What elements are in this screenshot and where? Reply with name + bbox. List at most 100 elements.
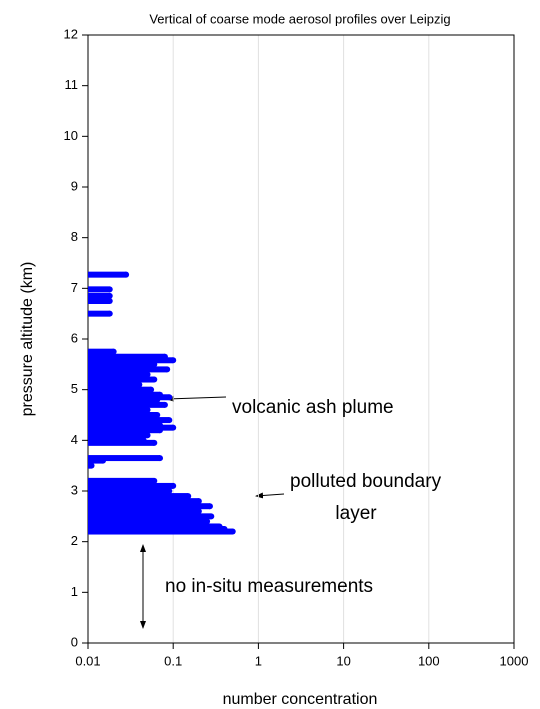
x-tick-label: 1 bbox=[255, 653, 262, 668]
bar-end bbox=[195, 498, 202, 505]
x-tick-label: 10 bbox=[336, 653, 350, 668]
bar-end bbox=[164, 366, 171, 373]
bar bbox=[88, 518, 208, 525]
bar-end bbox=[206, 503, 213, 510]
bar-end bbox=[154, 412, 161, 418]
y-tick-label: 10 bbox=[64, 128, 78, 143]
x-axis-label: number concentration bbox=[223, 691, 378, 708]
bar-end bbox=[151, 477, 158, 484]
bar bbox=[88, 271, 127, 278]
bar-end bbox=[170, 357, 177, 364]
bar bbox=[88, 412, 158, 418]
x-tick-label: 0.1 bbox=[164, 653, 182, 668]
bar-end bbox=[151, 376, 158, 383]
bar-end bbox=[100, 457, 107, 464]
bar-end bbox=[170, 424, 177, 431]
bar bbox=[88, 348, 114, 355]
y-tick-label: 6 bbox=[71, 330, 78, 345]
y-axis-label: pressure altitude (km) bbox=[19, 262, 36, 417]
bar bbox=[88, 457, 104, 464]
bar bbox=[88, 417, 170, 424]
bar bbox=[88, 427, 161, 434]
bar bbox=[88, 477, 155, 484]
arrow bbox=[166, 395, 227, 402]
bar-end bbox=[151, 439, 158, 446]
bar bbox=[88, 488, 170, 494]
chart-title: Vertical of coarse mode aerosol profiles… bbox=[149, 11, 450, 26]
bar-end bbox=[161, 401, 168, 408]
bar bbox=[88, 357, 174, 364]
bar-end bbox=[123, 271, 130, 278]
arrow bbox=[255, 492, 285, 499]
bar bbox=[88, 455, 161, 462]
bar-end bbox=[208, 513, 215, 520]
bar bbox=[88, 432, 148, 439]
y-tick-label: 7 bbox=[71, 280, 78, 295]
bar bbox=[88, 310, 110, 317]
annotation: polluted boundary bbox=[290, 471, 442, 492]
annotation: no in-situ measurements bbox=[165, 576, 373, 597]
bar-end bbox=[88, 462, 95, 469]
y-tick-label: 12 bbox=[64, 26, 78, 41]
bar bbox=[88, 508, 199, 515]
bar-end bbox=[154, 396, 161, 403]
bar bbox=[88, 298, 110, 304]
bar-end bbox=[204, 518, 211, 525]
bar-end bbox=[166, 394, 173, 401]
x-tick-label: 100 bbox=[418, 653, 440, 668]
bar bbox=[88, 366, 168, 373]
bar bbox=[88, 361, 155, 368]
bar-end bbox=[144, 371, 151, 378]
y-tick-label: 5 bbox=[71, 381, 78, 396]
bar-end bbox=[157, 427, 164, 434]
bar-end bbox=[136, 381, 143, 388]
bar-end bbox=[195, 508, 202, 515]
bar-end bbox=[106, 286, 113, 293]
annotation: layer bbox=[335, 503, 377, 524]
plot-frame bbox=[87, 34, 515, 644]
bar bbox=[88, 353, 165, 360]
y-tick-label: 1 bbox=[71, 584, 78, 599]
bar bbox=[88, 406, 148, 413]
bar bbox=[88, 513, 212, 520]
bar-end bbox=[106, 292, 113, 299]
bar-end bbox=[148, 386, 155, 393]
bar-end bbox=[185, 493, 192, 500]
bar-end bbox=[170, 482, 177, 489]
x-tick-label: 0.01 bbox=[75, 653, 100, 668]
bar-end bbox=[106, 310, 113, 317]
bar bbox=[88, 286, 110, 293]
bar bbox=[88, 503, 210, 510]
bar bbox=[88, 292, 110, 299]
y-tick-label: 8 bbox=[71, 229, 78, 244]
bar-end bbox=[144, 432, 151, 439]
bar bbox=[88, 493, 189, 500]
y-tick-label: 2 bbox=[71, 533, 78, 548]
bar bbox=[88, 396, 158, 403]
y-tick-label: 11 bbox=[65, 77, 79, 92]
y-tick-label: 3 bbox=[71, 482, 78, 497]
bar-end bbox=[144, 406, 151, 413]
bar-end bbox=[110, 348, 117, 355]
bar bbox=[88, 371, 148, 378]
y-tick-label: 9 bbox=[71, 178, 78, 193]
bar bbox=[88, 376, 155, 383]
bar bbox=[88, 498, 199, 505]
bar bbox=[88, 381, 140, 388]
y-tick-label: 0 bbox=[71, 634, 78, 649]
bar-end bbox=[151, 361, 158, 368]
bar bbox=[88, 528, 233, 535]
bar bbox=[88, 386, 152, 393]
bar bbox=[88, 401, 165, 408]
y-tick-label: 4 bbox=[71, 432, 78, 447]
annotation: volcanic ash plume bbox=[232, 397, 394, 418]
bar bbox=[88, 482, 174, 489]
bar-end bbox=[166, 488, 173, 494]
bar-end bbox=[229, 528, 236, 535]
bar-end bbox=[106, 298, 113, 304]
bar-end bbox=[166, 417, 173, 424]
x-tick-label: 1000 bbox=[500, 653, 529, 668]
bar bbox=[88, 439, 155, 446]
bar-end bbox=[157, 455, 164, 462]
